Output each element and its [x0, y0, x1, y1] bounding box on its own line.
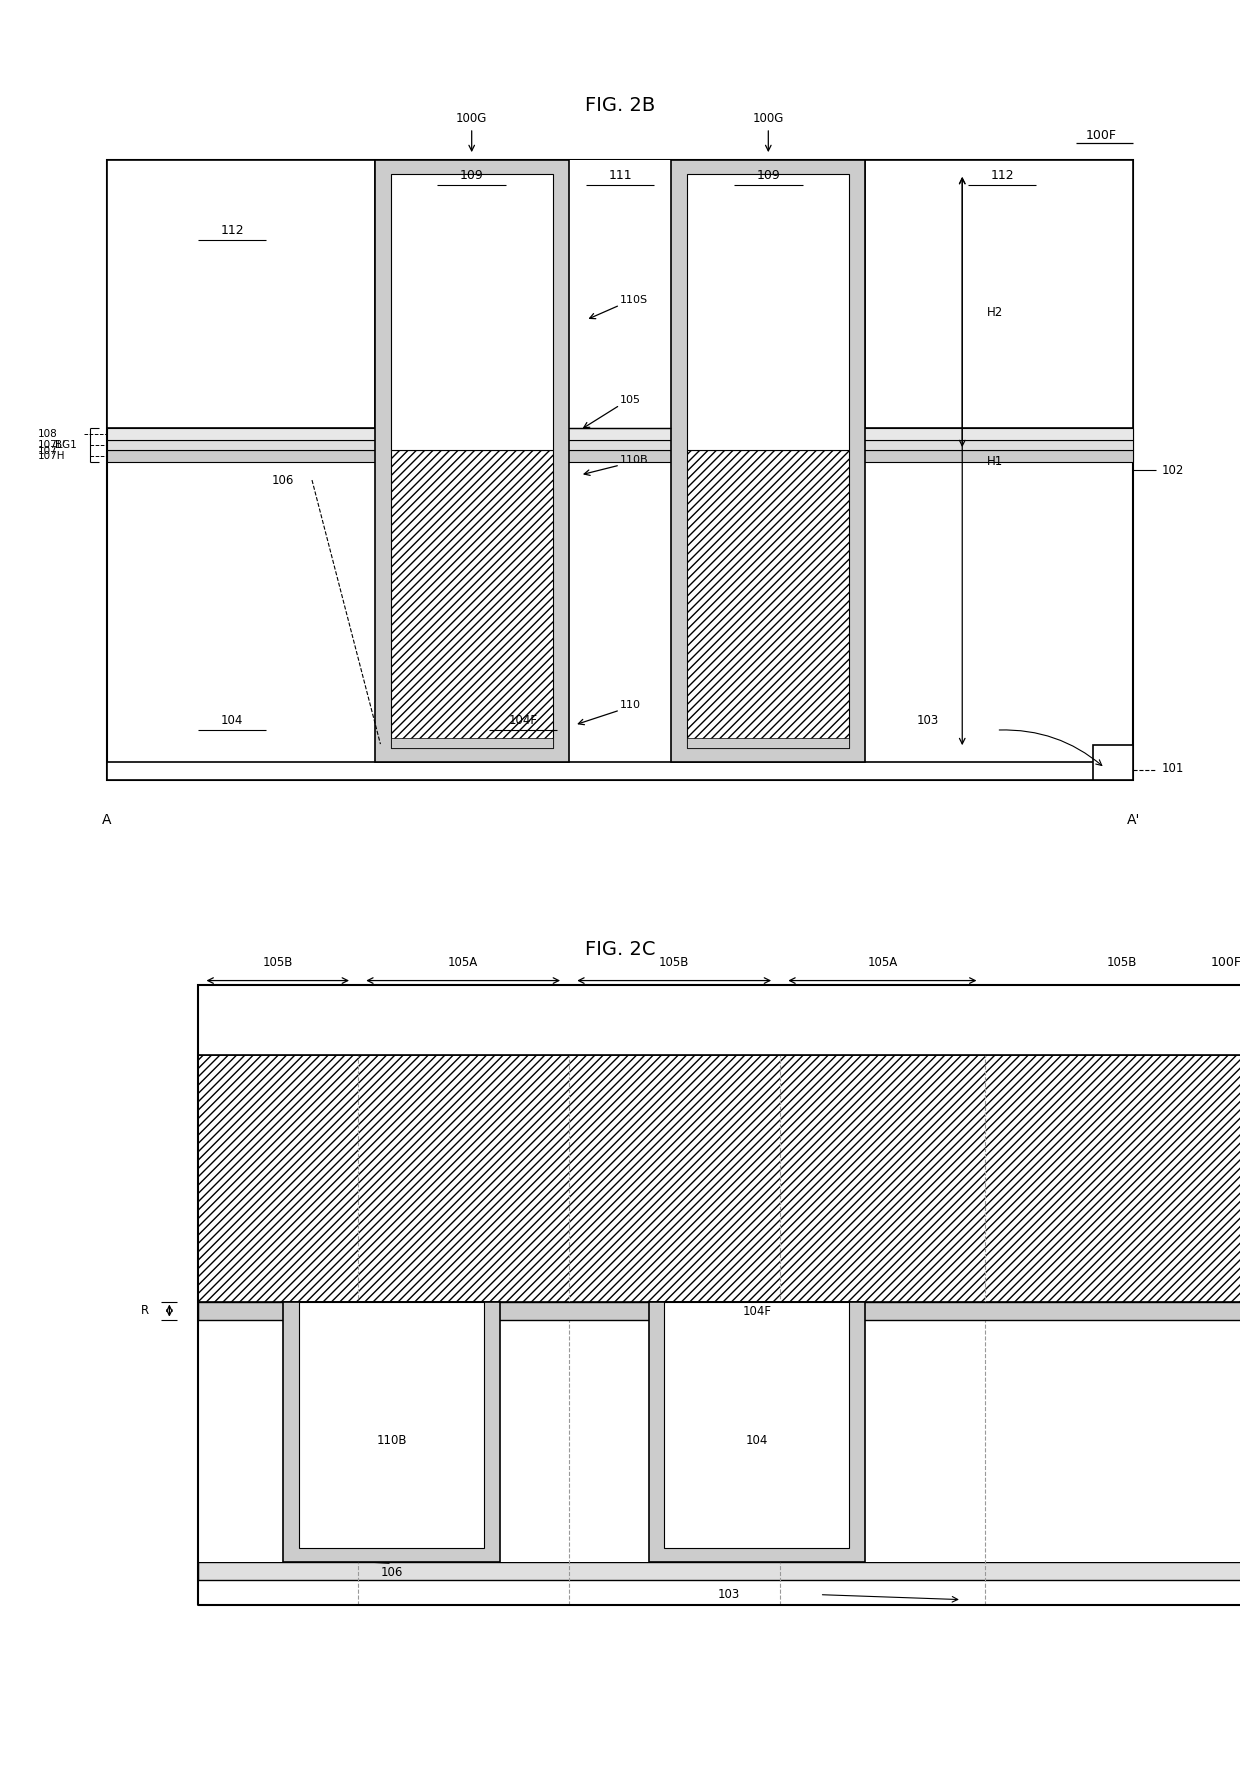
- Bar: [198, 1561, 1240, 1579]
- Text: A': A': [1127, 813, 1140, 827]
- Bar: [198, 1054, 1240, 1301]
- Text: 103: 103: [916, 713, 939, 727]
- Text: 100F: 100F: [1210, 957, 1240, 969]
- Text: 107L': 107L': [38, 441, 67, 450]
- Text: 104: 104: [745, 1435, 768, 1447]
- Bar: [107, 428, 1133, 439]
- Text: 100F: 100F: [1085, 128, 1116, 142]
- Text: FIG. 2B: FIG. 2B: [585, 96, 655, 114]
- Bar: [687, 738, 849, 749]
- Bar: [284, 1301, 500, 1561]
- Text: 100G: 100G: [753, 112, 784, 124]
- Text: 106: 106: [272, 473, 294, 487]
- Text: 105B: 105B: [658, 957, 689, 969]
- Bar: [1094, 745, 1133, 781]
- Text: 112: 112: [991, 169, 1014, 181]
- Bar: [107, 763, 1133, 781]
- Text: 100G: 100G: [456, 112, 487, 124]
- Text: 110: 110: [620, 701, 641, 709]
- Bar: [107, 439, 1133, 450]
- Text: R: R: [140, 1303, 149, 1317]
- Text: 104F: 104F: [508, 713, 537, 727]
- Text: 110B: 110B: [377, 1435, 407, 1447]
- Text: FIG. 2C: FIG. 2C: [585, 941, 655, 958]
- Text: 107H: 107H: [38, 452, 66, 461]
- Text: 112: 112: [221, 224, 244, 236]
- Text: 109: 109: [460, 169, 484, 181]
- Text: 110B: 110B: [620, 455, 649, 466]
- Text: 110S: 110S: [620, 295, 649, 306]
- Bar: [665, 1301, 849, 1547]
- Bar: [391, 174, 553, 450]
- Bar: [198, 1301, 1240, 1319]
- Bar: [198, 985, 1240, 1604]
- Text: 105B: 105B: [263, 957, 293, 969]
- Bar: [198, 1319, 1240, 1561]
- Text: 109: 109: [756, 169, 780, 181]
- Bar: [198, 985, 1240, 1054]
- Text: 107: 107: [38, 446, 58, 455]
- Bar: [569, 160, 671, 428]
- Text: 104: 104: [221, 713, 243, 727]
- Bar: [687, 174, 849, 450]
- Bar: [107, 160, 374, 428]
- Text: 105B: 105B: [1107, 957, 1137, 969]
- Text: 105A: 105A: [448, 957, 479, 969]
- Bar: [198, 1579, 1240, 1604]
- Bar: [649, 1301, 866, 1561]
- Text: BG1: BG1: [56, 441, 77, 450]
- Text: 103: 103: [717, 1588, 739, 1602]
- Bar: [687, 450, 849, 749]
- Text: 106: 106: [381, 1566, 403, 1579]
- Text: H2: H2: [987, 306, 1003, 318]
- Bar: [107, 450, 1133, 462]
- Bar: [107, 160, 1133, 781]
- Text: 102: 102: [1162, 464, 1184, 477]
- Bar: [391, 450, 553, 749]
- Bar: [299, 1301, 485, 1547]
- Text: 108: 108: [38, 428, 58, 439]
- Bar: [374, 160, 569, 763]
- Text: 111: 111: [608, 169, 632, 181]
- Text: 105A: 105A: [867, 957, 898, 969]
- Text: H1: H1: [987, 455, 1003, 468]
- Bar: [866, 160, 1133, 428]
- Text: 101: 101: [1162, 761, 1184, 775]
- Text: 104F: 104F: [743, 1305, 771, 1317]
- Text: 105: 105: [620, 395, 641, 405]
- Text: A: A: [102, 813, 112, 827]
- Bar: [391, 738, 553, 749]
- Bar: [671, 160, 866, 763]
